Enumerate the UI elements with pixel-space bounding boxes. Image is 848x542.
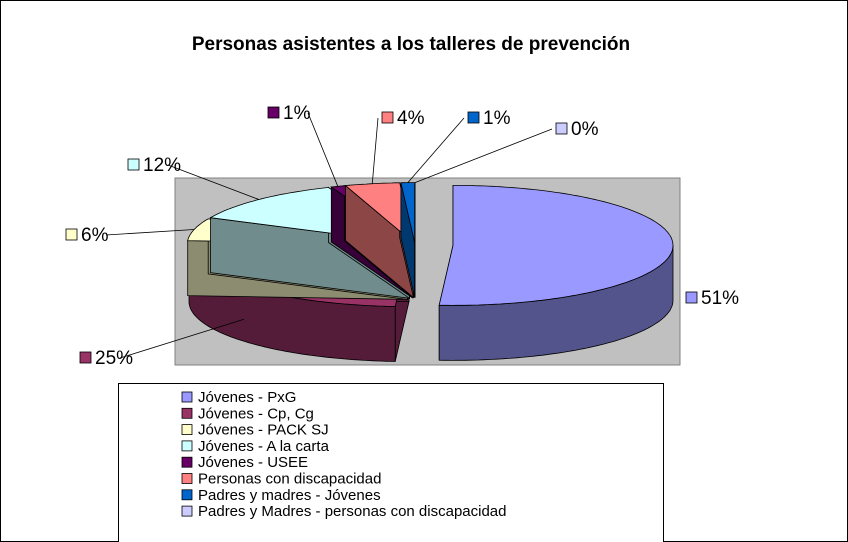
legend-label: Jóvenes - PACK SJ [198, 422, 329, 439]
leader-line [119, 318, 245, 359]
data-label: 25% [95, 348, 133, 369]
legend-label: Padres y Madres - personas con discapaci… [198, 503, 507, 520]
label-key [127, 158, 140, 171]
legend-key [181, 391, 193, 403]
label-key [467, 111, 480, 124]
legend-key [181, 489, 193, 501]
label-key [65, 228, 78, 241]
legend-label: Jóvenes - A la carta [198, 438, 330, 455]
legend-label: Personas con discapacidad [198, 470, 381, 487]
legend-key [181, 456, 193, 468]
legend-key [181, 407, 193, 419]
data-label: 6% [81, 225, 109, 246]
leader-line [414, 128, 553, 183]
legend [118, 383, 664, 542]
leader-line [105, 229, 195, 236]
slice-top [438, 185, 674, 306]
leader-line [167, 164, 260, 200]
leader-line [307, 112, 339, 187]
data-label: 1% [483, 108, 511, 129]
label-key [555, 122, 568, 135]
leader-line [407, 117, 465, 183]
label-key [79, 351, 92, 364]
data-label: 1% [283, 103, 311, 124]
data-label: 12% [143, 155, 181, 176]
label-key [267, 106, 280, 119]
legend-key [181, 473, 193, 484]
legend-key [181, 424, 193, 436]
legend-label: Jóvenes - Cp, Cg [198, 405, 314, 422]
data-label: 0% [571, 119, 599, 140]
legend-label: Padres y madres - Jóvenes [198, 487, 381, 504]
legend-key [181, 505, 193, 517]
label-key [381, 111, 394, 124]
data-label: 51% [701, 288, 739, 309]
legend-key [181, 440, 193, 452]
chart-title: Personas asistentes a los talleres de pr… [192, 34, 630, 55]
legend-label: Jóvenes - PxG [198, 389, 296, 406]
label-key [685, 291, 698, 304]
pie-slice [438, 185, 674, 361]
data-label: 4% [397, 108, 425, 129]
leader-line [371, 117, 379, 184]
legend-label: Jóvenes - USEE [198, 454, 308, 471]
